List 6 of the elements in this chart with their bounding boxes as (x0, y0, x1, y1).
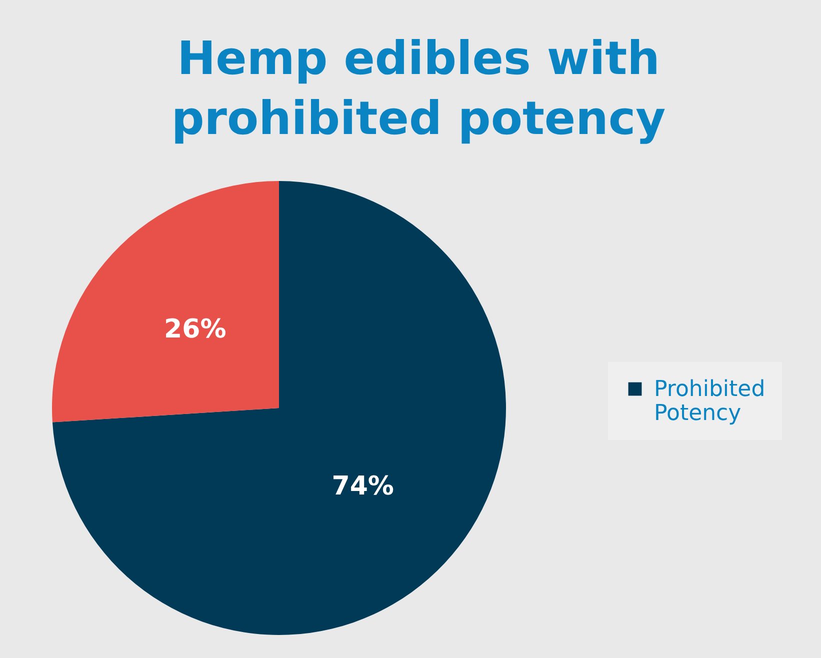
data-label: 26% (164, 314, 226, 344)
pie-slice (52, 181, 279, 422)
data-label: 74% (332, 472, 394, 502)
pie-slice (52, 181, 506, 635)
chart-title: Hemp edibles with prohibited potency (171, 31, 666, 145)
legend-label: Prohibited Potency (654, 377, 766, 426)
